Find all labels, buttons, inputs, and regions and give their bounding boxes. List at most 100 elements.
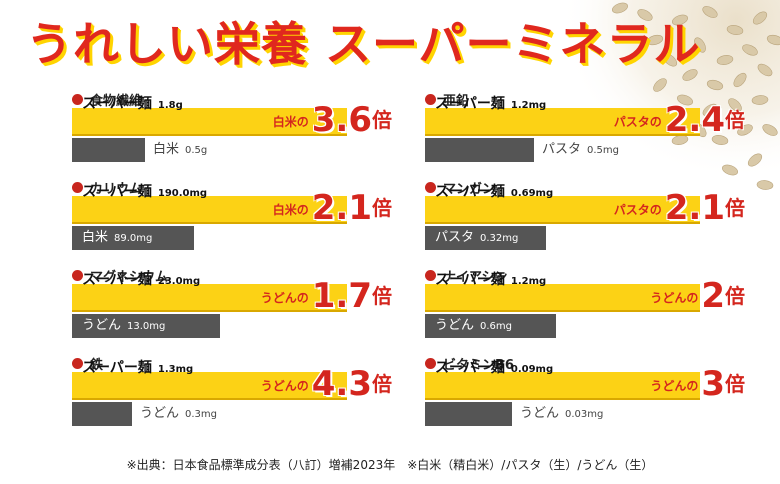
bullet-dot-icon [425,181,436,193]
comparison-bar-label: パスタ 0.32mg [435,226,518,250]
rice-grain [702,6,718,18]
ratio-callout: 白米の 2.1 倍 [273,186,392,226]
ratio-callout: うどんの 4.3 倍 [261,362,392,402]
comparison-bar [425,402,512,426]
super-noodle-name: スーパー麺 [435,184,505,200]
nutrient-panel: 鉄スーパー麺 1.3mg うどん 0.3mg うどんの 4.3 倍 [72,354,392,426]
rice-grain [747,153,763,167]
comparison-bar-label: 白米 0.5g [153,138,207,162]
nutrient-panel: カリウム スーパー麺 190.0mg 白米 89.0mg 白米の 2.1 倍 [72,178,392,250]
super-noodle-name: スーパー麺 [435,272,505,288]
nutrient-panel: マンガン スーパー麺 0.69mg パスタ 0.32mg パスタの 2.1 倍 [425,178,745,250]
nutrient-label-row: マグネシウム [72,266,168,285]
rice-grain [612,2,628,14]
comparison-value: 0.03mg [565,409,604,420]
ratio-prefix: うどんの [650,379,699,393]
rice-grain [716,55,734,65]
comparison-bar [72,226,194,250]
super-noodle-bar [425,372,700,400]
ratio-prefix: パスタの [613,203,662,217]
nutrient-label-row: 亜鉛 [425,90,470,109]
bullet-dot-icon [72,181,83,193]
comparison-name: うどん [520,406,560,421]
rice-grain [711,135,729,145]
ratio-suffix: 倍 [725,372,745,396]
comparison-bar-label: うどん 0.3mg [140,402,217,426]
nutrient-label: 亜鉛 [443,93,470,109]
comparison-name: パスタ [542,142,582,157]
comparison-bar-label: うどん 13.0mg [82,314,165,338]
rice-grain [762,124,778,136]
rice-grain [702,103,718,117]
comparison-value: 0.3mg [185,409,218,420]
comparison-name: 白米 [82,230,109,245]
ratio-prefix: 白米の [272,115,309,129]
bullet-dot-icon [72,357,83,369]
super-noodle-bar-label: スーパー麺 23.0mg [82,266,200,294]
rice-grain [694,37,706,53]
nutrient-label: カリウム [90,181,143,197]
rice-grain [637,9,653,21]
rice-grain [757,63,773,77]
bullet-dot-icon [425,93,436,105]
rice-grain [706,79,724,91]
super-noodle-bar [72,284,347,312]
super-noodle-name: スーパー麺 [82,96,152,112]
nutrient-panel: ビタミンB6 スーパー麺 0.09mg うどん 0.03mg うどんの 3 倍 [425,354,745,426]
rice-grain [672,14,688,26]
comparison-value: 0.32mg [480,233,519,244]
bullet-dot-icon [72,93,83,105]
super-noodle-bar-label: スーパー麺 1.2mg [435,266,546,294]
nutrient-label-row: ナイアシン [425,266,508,285]
source-footnote: ※出典：日本食品標準成分表（八訂）増補2023年 ※白米（精白米）/パスタ（生）… [126,458,654,472]
super-noodle-value: 0.09mg [510,364,554,375]
comparison-name: うどん [82,318,122,333]
ratio-number: 1.7 [311,276,372,316]
rice-grain [677,94,693,106]
ratio-suffix: 倍 [372,108,392,132]
rice-grains-decoration [560,0,780,200]
nutrient-label: 鉄 [90,357,104,373]
nutrient-panel: 食物繊維 スーパー麺 1.8g 白米 0.5g 白米の 3.6 倍 [72,90,392,162]
ratio-prefix: うどんの [650,291,699,305]
super-noodle-value: 1.2mg [510,276,547,287]
comparison-bar-label: 白米 89.0mg [82,226,152,250]
ratio-callout: パスタの 2.1 倍 [614,186,745,226]
super-noodle-bar [72,196,347,224]
rice-grain [682,69,698,81]
ratio-number: 3.6 [311,100,372,140]
super-noodle-bar-label: スーパー麺 190.0mg [82,178,207,206]
comparison-name: うどん [140,406,180,421]
super-noodle-name: スーパー麺 [82,272,152,288]
super-noodle-name: スーパー麺 [435,360,505,376]
rice-grain [751,95,769,105]
super-noodle-bar-label: スーパー麺 0.69mg [435,178,553,206]
comparison-name: 白米 [153,142,180,157]
super-noodle-name: スーパー麺 [82,184,152,200]
nutrient-label-row: ビタミンB6 [425,354,514,373]
super-noodle-bar [425,196,700,224]
rice-grain [653,78,667,92]
bullet-dot-icon [425,357,436,369]
ratio-suffix: 倍 [725,108,745,132]
super-noodle-name: スーパー麺 [82,360,152,376]
ratio-prefix: 白米の [272,203,309,217]
ratio-prefix: うどんの [260,379,309,393]
super-noodle-value: 1.8g [157,100,183,111]
super-noodle-bar [425,284,700,312]
comparison-bar-label: うどん 0.03mg [520,402,603,426]
ratio-suffix: 倍 [372,284,392,308]
super-noodle-name: スーパー麺 [435,96,505,112]
super-noodle-bar [425,108,700,136]
rice-grain [722,164,738,176]
ratio-suffix: 倍 [725,196,745,220]
rice-grain [737,124,753,136]
ratio-callout: うどんの 2 倍 [650,274,745,314]
comparison-bar [425,226,546,250]
nutrient-label: ナイアシン [443,269,508,285]
rice-grain [742,44,758,56]
ratio-number: 2.1 [664,188,725,228]
page-title: うれしい栄養 スーパーミネラル [26,17,701,71]
rice-grain [756,180,774,190]
nutrient-label: ビタミンB6 [443,357,514,373]
